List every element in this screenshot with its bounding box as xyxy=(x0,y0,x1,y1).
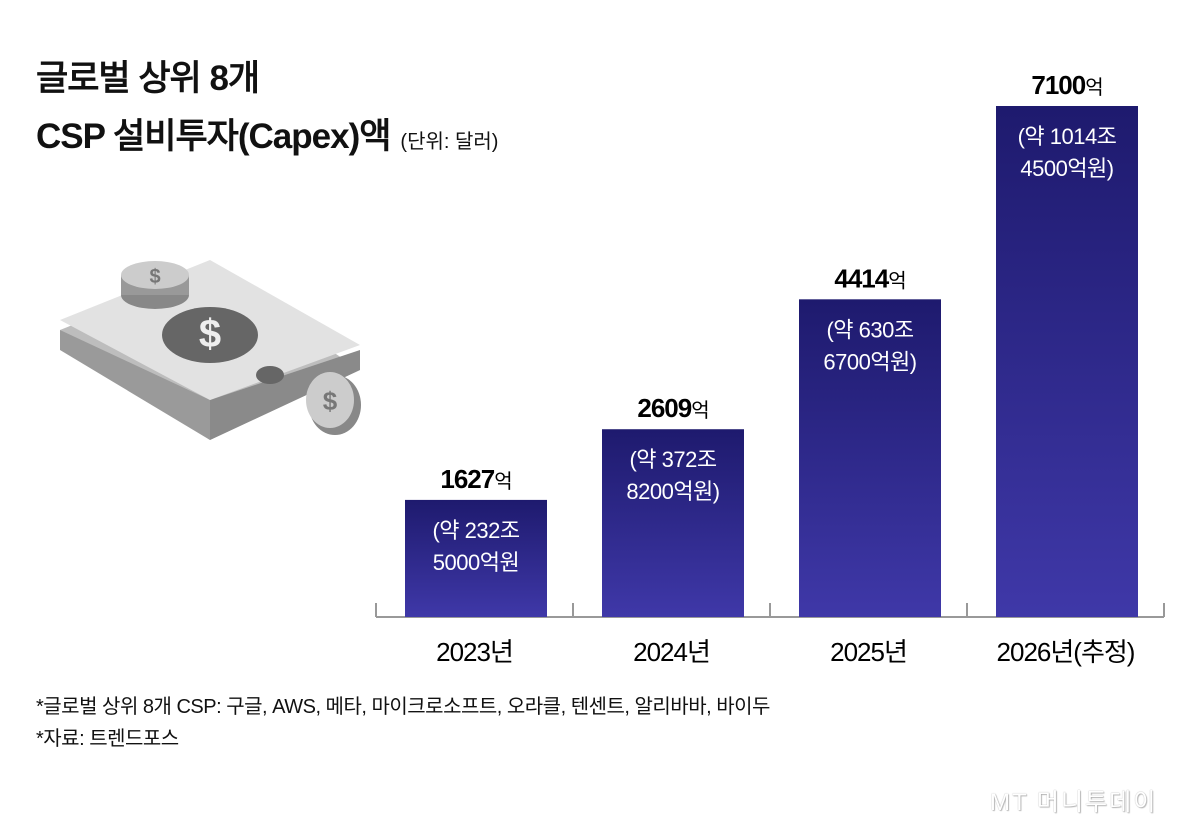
svg-text:$: $ xyxy=(323,386,338,416)
value-label: 2609억 xyxy=(637,393,708,423)
sub-label: 5000억원 xyxy=(433,550,519,575)
value-label: 7100억 xyxy=(1031,70,1102,100)
bar xyxy=(799,299,941,617)
sub-label: (약 1014조 xyxy=(1018,124,1117,149)
category-label: 2025년 xyxy=(830,637,907,667)
publisher-logo: MT 머니투데이 xyxy=(990,789,1158,816)
sub-label: 8200억원) xyxy=(626,479,719,504)
title-line-1: 글로벌 상위 8개 xyxy=(36,59,260,98)
value-label: 4414억 xyxy=(834,263,905,293)
bar xyxy=(405,499,547,617)
title-text: CSP 설비투자(Capex)액 xyxy=(36,117,391,156)
sub-label: (약 630조 xyxy=(826,317,913,342)
sub-label: 4500억원) xyxy=(1020,156,1113,181)
svg-text:$: $ xyxy=(149,266,160,288)
bar xyxy=(996,106,1138,617)
category-label: 2026년(추정) xyxy=(997,637,1135,667)
svg-text:$: $ xyxy=(199,312,221,356)
footnote-csp-list: *글로벌 상위 8개 CSP: 구글, AWS, 메타, 마이크로소프트, 오라… xyxy=(36,696,770,718)
category-label: 2023년 xyxy=(436,637,513,667)
sub-label: (약 232조 xyxy=(432,518,519,543)
bar xyxy=(602,429,744,617)
value-label: 1627억 xyxy=(440,464,511,494)
unit-label: (단위: 달러) xyxy=(400,131,499,153)
sub-label: 6700억원) xyxy=(823,349,916,374)
footnote-source: *자료: 트렌드포스 xyxy=(36,728,179,750)
sub-label: (약 372조 xyxy=(629,447,716,472)
category-label: 2024년 xyxy=(633,637,710,667)
title-line-2: CSP 설비투자(Capex)액 (단위: 달러) xyxy=(36,108,498,159)
money-icon: $ $ $ xyxy=(60,260,361,440)
